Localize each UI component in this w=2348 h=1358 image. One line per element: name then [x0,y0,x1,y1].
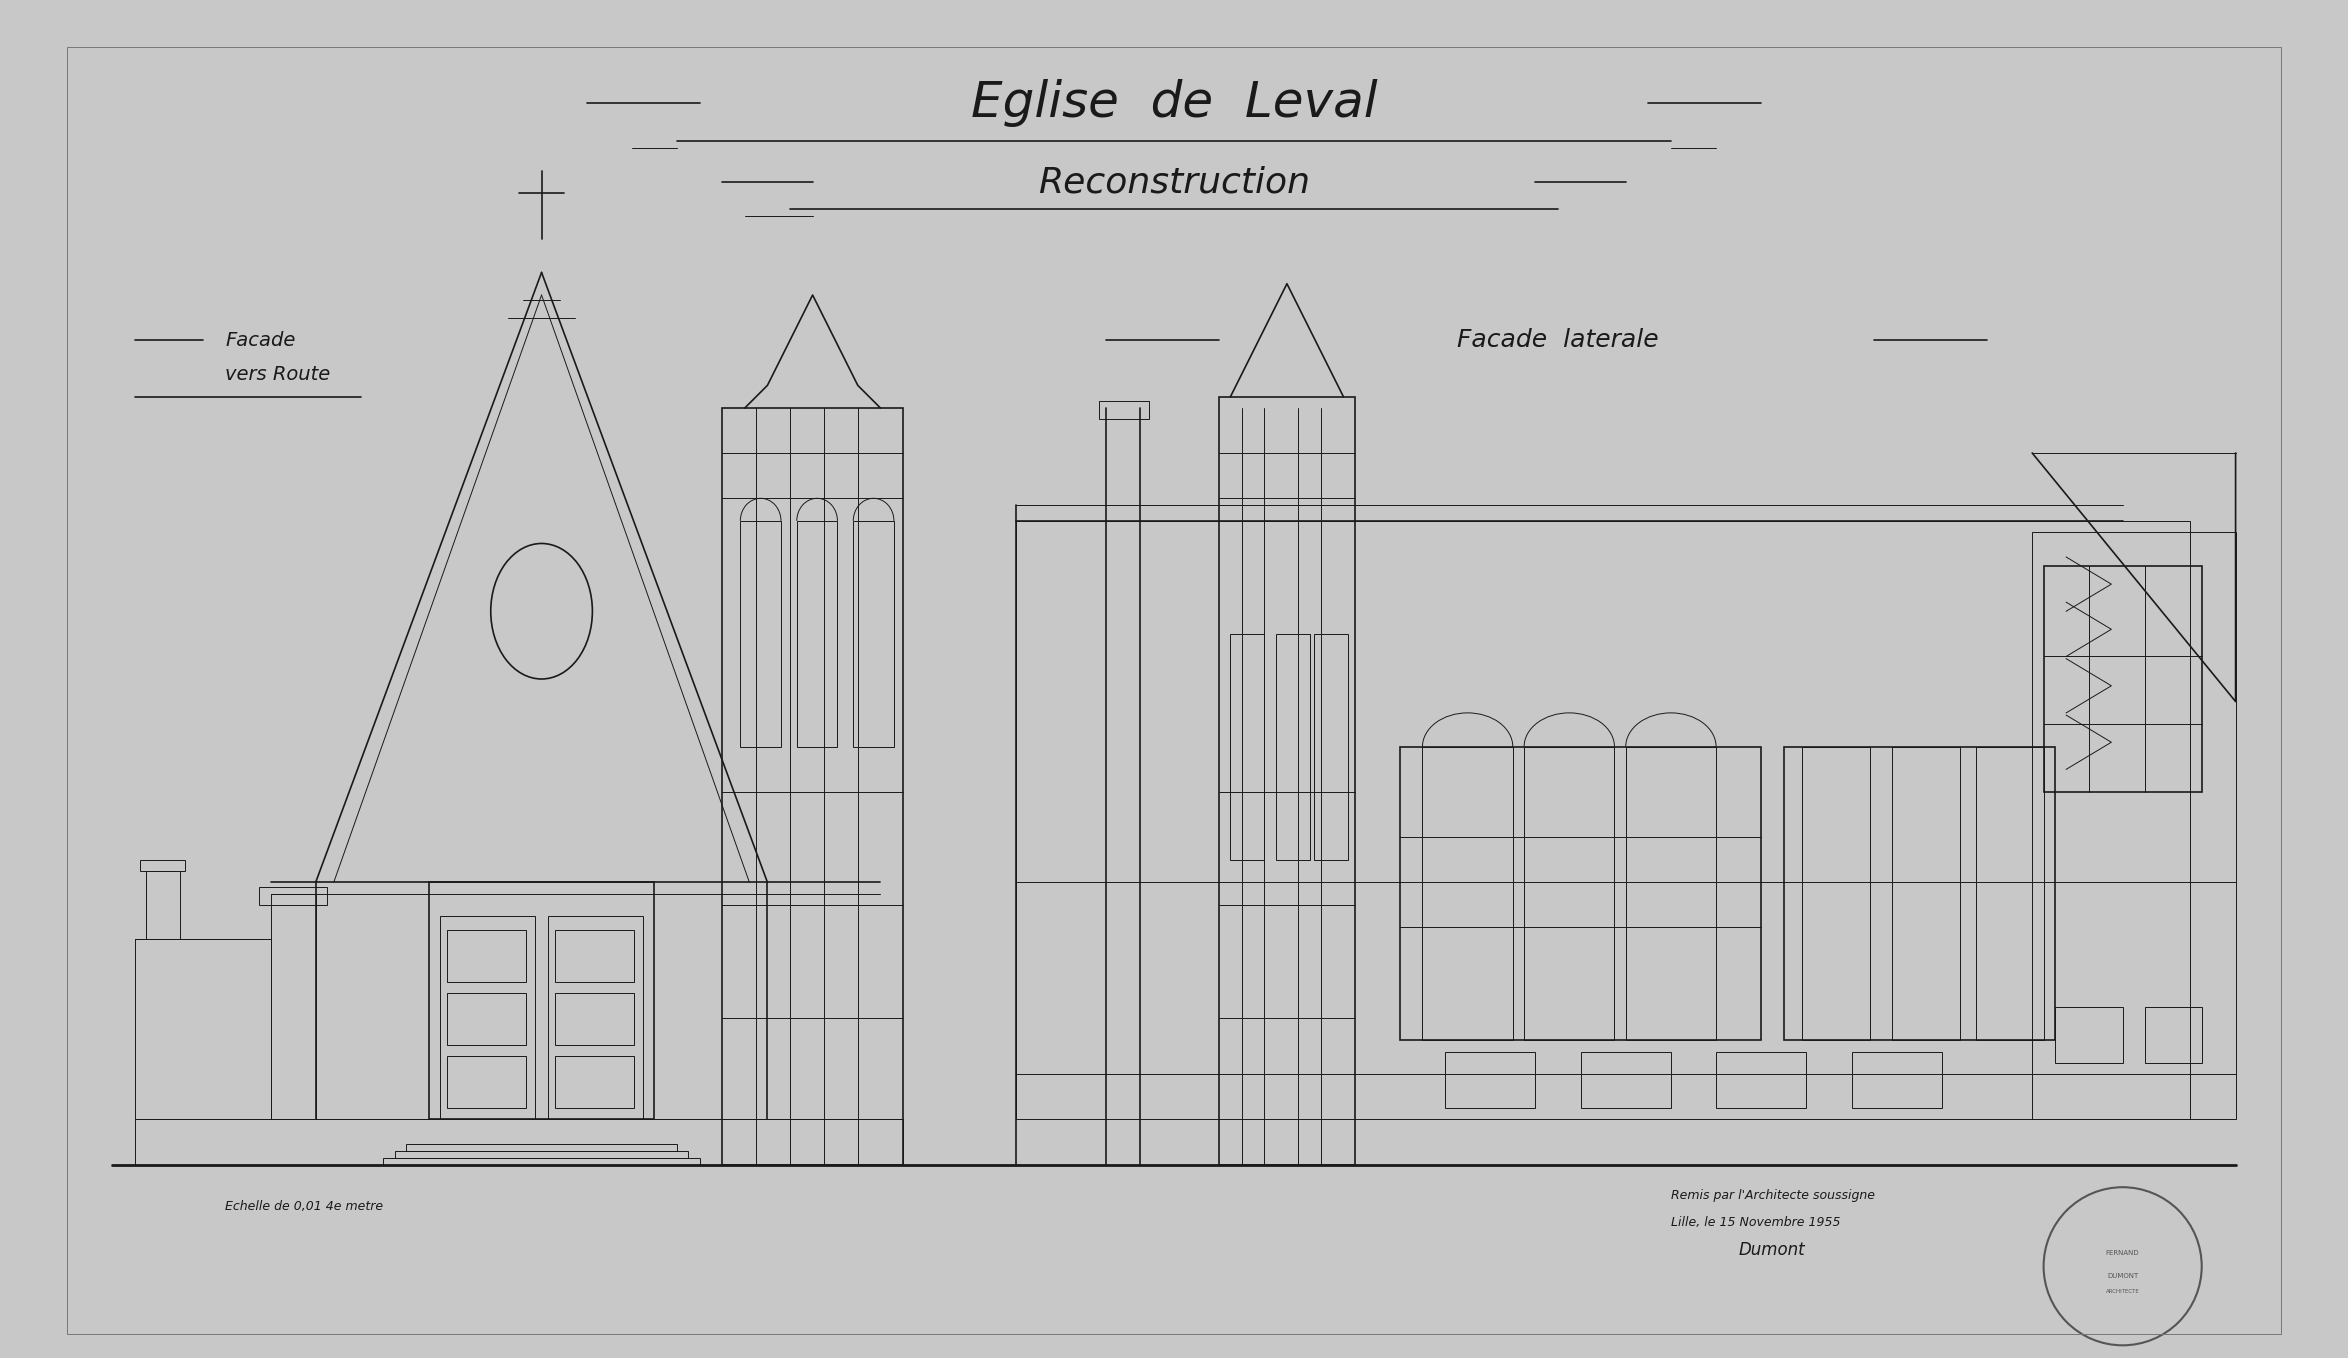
Bar [258,887,326,904]
Text: Eglise  de  Leval: Eglise de Leval [970,79,1378,128]
Bar [1275,634,1310,860]
Bar [1784,747,2054,1040]
Text: Lille, le 15 Novembre 1955: Lille, le 15 Novembre 1955 [1672,1215,1841,1229]
Bar [2054,1006,2123,1063]
Bar [554,993,634,1044]
Text: Echelle de 0,01 4e metre: Echelle de 0,01 4e metre [225,1200,383,1213]
Bar [1524,747,1615,1040]
Bar [1444,1051,1536,1108]
Bar [1315,634,1348,860]
Bar [549,917,643,1119]
Bar [446,993,526,1044]
Text: Facade  laterale: Facade laterale [1458,329,1658,352]
Text: FERNAND: FERNAND [2106,1249,2139,1256]
Bar [446,1057,526,1108]
Bar [430,883,655,1119]
Bar [1580,1051,1672,1108]
Bar [796,521,838,747]
Bar [394,1152,688,1158]
Bar [446,930,526,982]
Bar [139,860,185,870]
Bar [1716,1051,1806,1108]
Text: ARCHITECTE: ARCHITECTE [2106,1289,2139,1294]
Bar [1017,521,2191,1119]
Bar [554,930,634,982]
Bar [406,1145,676,1152]
Bar [2033,532,2235,1119]
Bar [1230,634,1263,860]
Text: DUMONT: DUMONT [2106,1272,2139,1278]
Bar [723,407,904,1165]
Bar [1219,397,1355,1165]
Text: vers Route: vers Route [225,364,331,383]
Bar [383,1158,700,1165]
Bar [1892,747,1961,1040]
Bar [270,894,315,1119]
Bar [2043,566,2202,792]
Bar [1625,747,1716,1040]
Bar [134,1119,904,1165]
Bar [1801,747,1869,1040]
Bar [1099,401,1148,420]
Bar [1853,1051,1942,1108]
Bar [852,521,895,747]
Bar [134,938,270,1119]
Bar [1423,747,1512,1040]
Text: Facade: Facade [225,331,296,350]
Bar [1399,747,1761,1040]
Text: Dumont: Dumont [1738,1241,1806,1259]
Bar [554,1057,634,1108]
Bar [1975,747,2043,1040]
Bar [439,917,535,1119]
Bar [740,521,782,747]
Bar [146,870,181,938]
Text: Remis par l'Architecte soussigne: Remis par l'Architecte soussigne [1672,1188,1876,1202]
Text: Reconstruction: Reconstruction [1038,166,1310,200]
Bar [2146,1006,2202,1063]
